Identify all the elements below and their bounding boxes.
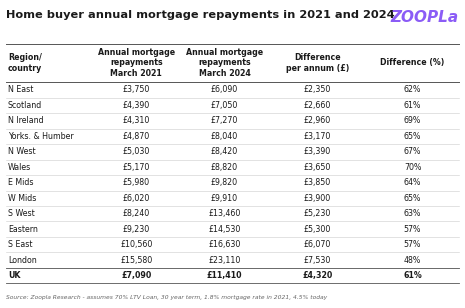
Text: £13,460: £13,460 [208, 209, 241, 218]
Text: £9,230: £9,230 [123, 225, 150, 234]
Text: S East: S East [8, 240, 33, 249]
Text: £6,020: £6,020 [123, 194, 150, 203]
Text: 57%: 57% [404, 225, 421, 234]
Text: £3,170: £3,170 [304, 132, 331, 141]
Text: 62%: 62% [404, 86, 421, 95]
Text: Scotland: Scotland [8, 101, 42, 110]
Text: £3,390: £3,390 [304, 147, 331, 156]
Text: £7,530: £7,530 [304, 256, 331, 265]
Text: £3,750: £3,750 [123, 86, 150, 95]
Text: £8,240: £8,240 [123, 209, 150, 218]
Text: £4,320: £4,320 [302, 271, 332, 280]
Text: £3,650: £3,650 [304, 163, 331, 172]
Text: £4,870: £4,870 [123, 132, 150, 141]
Text: £7,090: £7,090 [121, 271, 152, 280]
Text: London: London [8, 256, 37, 265]
Text: W Mids: W Mids [8, 194, 36, 203]
Text: £5,170: £5,170 [123, 163, 150, 172]
Text: Home buyer annual mortgage repayments in 2021 and 2024: Home buyer annual mortgage repayments in… [6, 10, 395, 20]
Text: £4,390: £4,390 [123, 101, 150, 110]
Text: Yorks. & Humber: Yorks. & Humber [8, 132, 73, 141]
Text: Region/
country: Region/ country [8, 53, 42, 73]
Text: ZOOPLa: ZOOPLa [391, 10, 459, 25]
Text: Annual mortgage
repayments
March 2021: Annual mortgage repayments March 2021 [98, 48, 175, 78]
Text: 69%: 69% [404, 116, 421, 125]
Text: Difference (%): Difference (%) [380, 59, 445, 67]
Text: £15,580: £15,580 [120, 256, 153, 265]
Text: Annual mortgage
repayments
March 2024: Annual mortgage repayments March 2024 [186, 48, 263, 78]
Text: N West: N West [8, 147, 35, 156]
Text: £16,630: £16,630 [208, 240, 241, 249]
Text: £7,270: £7,270 [211, 116, 238, 125]
Text: 67%: 67% [404, 147, 421, 156]
Text: 64%: 64% [404, 178, 421, 187]
Text: UK: UK [8, 271, 20, 280]
Text: £14,530: £14,530 [208, 225, 241, 234]
Text: S West: S West [8, 209, 35, 218]
Text: £2,660: £2,660 [304, 101, 331, 110]
Text: Source: Zoopla Research - assumes 70% LTV Loan, 30 year term, 1.8% mortgage rate: Source: Zoopla Research - assumes 70% LT… [6, 295, 327, 300]
Text: 65%: 65% [404, 194, 421, 203]
Text: £23,110: £23,110 [208, 256, 241, 265]
Text: Wales: Wales [8, 163, 31, 172]
Text: 70%: 70% [404, 163, 421, 172]
Text: £5,030: £5,030 [123, 147, 150, 156]
Text: N East: N East [8, 86, 33, 95]
Text: £10,560: £10,560 [120, 240, 153, 249]
Text: £4,310: £4,310 [123, 116, 150, 125]
Text: E Mids: E Mids [8, 178, 33, 187]
Text: £6,090: £6,090 [211, 86, 238, 95]
Text: N Ireland: N Ireland [8, 116, 44, 125]
Text: 65%: 65% [404, 132, 421, 141]
Text: 57%: 57% [404, 240, 421, 249]
Text: 63%: 63% [404, 209, 421, 218]
Text: £5,300: £5,300 [304, 225, 331, 234]
Text: £9,910: £9,910 [211, 194, 238, 203]
Text: £2,960: £2,960 [304, 116, 331, 125]
Text: £8,820: £8,820 [211, 163, 238, 172]
Text: 61%: 61% [403, 271, 422, 280]
Text: 61%: 61% [404, 101, 421, 110]
Text: £9,820: £9,820 [211, 178, 238, 187]
Text: £5,230: £5,230 [304, 209, 331, 218]
Text: Eastern: Eastern [8, 225, 38, 234]
Text: £8,420: £8,420 [211, 147, 238, 156]
Text: £7,050: £7,050 [211, 101, 238, 110]
Text: £2,350: £2,350 [304, 86, 331, 95]
Text: £5,980: £5,980 [123, 178, 150, 187]
Text: 48%: 48% [404, 256, 421, 265]
Text: £6,070: £6,070 [304, 240, 331, 249]
Text: £3,850: £3,850 [304, 178, 331, 187]
Text: £3,900: £3,900 [304, 194, 331, 203]
Text: £11,410: £11,410 [207, 271, 242, 280]
Text: £8,040: £8,040 [211, 132, 238, 141]
Text: Difference
per annum (£): Difference per annum (£) [286, 53, 349, 73]
